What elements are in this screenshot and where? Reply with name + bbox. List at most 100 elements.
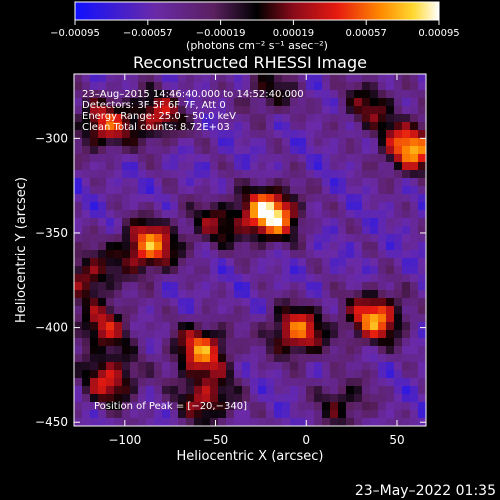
heatmap-cell bbox=[410, 282, 419, 291]
heatmap-cell bbox=[170, 138, 179, 147]
heatmap-cell bbox=[242, 386, 251, 395]
heatmap-cell bbox=[306, 114, 315, 123]
heatmap-cell bbox=[338, 106, 347, 115]
heatmap-cell bbox=[410, 242, 419, 251]
heatmap-cell bbox=[242, 402, 251, 411]
heatmap-cell bbox=[306, 338, 315, 347]
heatmap-cell bbox=[354, 250, 363, 259]
heatmap-cell bbox=[130, 258, 139, 267]
heatmap-cell bbox=[178, 330, 187, 339]
heatmap-cell bbox=[194, 418, 203, 427]
heatmap-cell bbox=[330, 98, 339, 107]
heatmap-cell bbox=[210, 114, 219, 123]
heatmap-cell bbox=[322, 314, 331, 323]
heatmap-cell bbox=[418, 122, 427, 131]
heatmap-cell bbox=[82, 346, 91, 355]
heatmap-cell bbox=[98, 162, 107, 171]
heatmap-cell bbox=[418, 138, 427, 147]
heatmap-cell bbox=[202, 90, 211, 99]
heatmap-cell bbox=[162, 162, 171, 171]
heatmap-cell bbox=[322, 290, 331, 299]
heatmap-cell bbox=[322, 106, 331, 115]
heatmap-cell bbox=[386, 170, 395, 179]
heatmap-cell bbox=[370, 258, 379, 267]
heatmap-cell bbox=[274, 250, 283, 259]
heatmap-cell bbox=[218, 370, 227, 379]
heatmap-cell bbox=[146, 298, 155, 307]
heatmap-cell bbox=[234, 346, 243, 355]
heatmap-cell bbox=[250, 98, 259, 107]
heatmap-cell bbox=[314, 98, 323, 107]
heatmap-cell bbox=[202, 282, 211, 291]
heatmap-cell bbox=[90, 322, 99, 331]
heatmap-cell bbox=[138, 114, 147, 123]
heatmap-cell bbox=[154, 74, 163, 83]
heatmap-cell bbox=[130, 346, 139, 355]
heatmap-cell bbox=[354, 162, 363, 171]
heatmap-cell bbox=[106, 242, 115, 251]
heatmap-cell bbox=[130, 74, 139, 83]
heatmap-cell bbox=[402, 138, 411, 147]
heatmap-cell bbox=[146, 378, 155, 387]
heatmap-cell bbox=[178, 386, 187, 395]
heatmap-cell bbox=[290, 90, 299, 99]
heatmap-cell bbox=[298, 298, 307, 307]
heatmap-cell bbox=[114, 146, 123, 155]
heatmap-cell bbox=[330, 122, 339, 131]
heatmap-cell bbox=[82, 202, 91, 211]
heatmap-cell bbox=[322, 154, 331, 163]
heatmap-cell bbox=[354, 370, 363, 379]
heatmap-cell bbox=[338, 122, 347, 131]
heatmap-cell bbox=[194, 234, 203, 243]
heatmap-cell bbox=[410, 338, 419, 347]
heatmap-cell bbox=[418, 386, 427, 395]
heatmap-cell bbox=[346, 394, 355, 403]
heatmap-cell bbox=[98, 250, 107, 259]
heatmap-cell bbox=[218, 122, 227, 131]
heatmap-cell bbox=[90, 402, 99, 411]
heatmap-cell bbox=[234, 226, 243, 235]
heatmap-cell bbox=[146, 354, 155, 363]
heatmap-cell bbox=[266, 282, 275, 291]
heatmap-cell bbox=[258, 362, 267, 371]
heatmap-cell bbox=[314, 242, 323, 251]
heatmap-cell bbox=[282, 314, 291, 323]
heatmap-cell bbox=[418, 394, 427, 403]
heatmap-cell bbox=[274, 338, 283, 347]
heatmap-cell bbox=[210, 202, 219, 211]
heatmap-cell bbox=[370, 346, 379, 355]
heatmap-cell bbox=[202, 314, 211, 323]
heatmap-cell bbox=[82, 162, 91, 171]
heatmap-cell bbox=[346, 146, 355, 155]
heatmap-cell bbox=[362, 250, 371, 259]
heatmap-cell bbox=[410, 378, 419, 387]
heatmap-cell bbox=[322, 162, 331, 171]
heatmap-cell bbox=[402, 90, 411, 99]
heatmap-cell bbox=[354, 90, 363, 99]
heatmap-cell bbox=[306, 122, 315, 131]
heatmap-cell bbox=[258, 154, 267, 163]
heatmap-cell bbox=[210, 378, 219, 387]
heatmap-cell bbox=[290, 378, 299, 387]
heatmap-cell bbox=[306, 282, 315, 291]
heatmap-cell bbox=[258, 386, 267, 395]
heatmap-cell bbox=[82, 290, 91, 299]
heatmap-cell bbox=[130, 106, 139, 115]
heatmap-cell bbox=[402, 418, 411, 427]
heatmap-cell bbox=[282, 306, 291, 315]
heatmap-cell bbox=[378, 154, 387, 163]
heatmap-cell bbox=[154, 394, 163, 403]
heatmap-cell bbox=[178, 82, 187, 91]
heatmap-cell bbox=[74, 250, 83, 259]
heatmap-cell bbox=[234, 74, 243, 83]
heatmap-cell bbox=[90, 90, 99, 99]
heatmap-cell bbox=[146, 218, 155, 227]
heatmap-cell bbox=[178, 322, 187, 331]
heatmap-cell bbox=[226, 242, 235, 251]
heatmap-cell bbox=[322, 146, 331, 155]
heatmap-cell bbox=[234, 290, 243, 299]
heatmap-cell bbox=[402, 162, 411, 171]
heatmap-cell bbox=[90, 314, 99, 323]
heatmap-cell bbox=[234, 322, 243, 331]
heatmap-cell bbox=[194, 170, 203, 179]
